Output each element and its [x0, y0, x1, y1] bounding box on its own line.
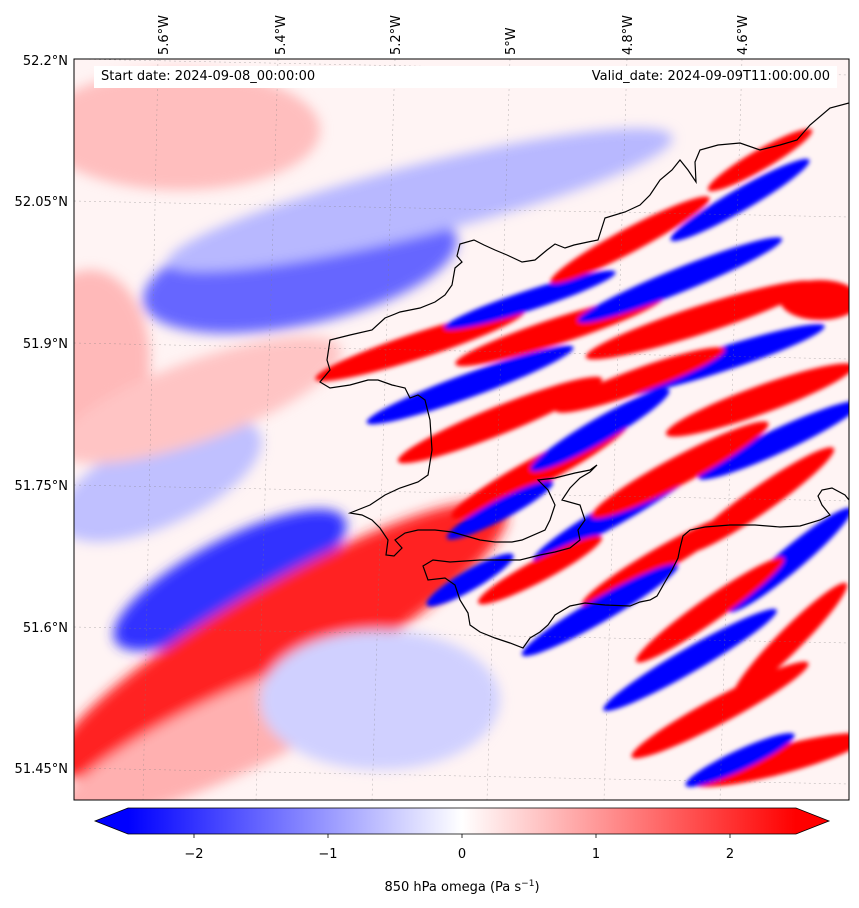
valid-date-text: Valid_date: 2024-09-09T11:00:00.00: [591, 69, 830, 84]
lat-tick-label: 52.2°N: [23, 54, 68, 69]
lat-tick-label: 51.45°N: [15, 762, 68, 777]
colorbar-tick-label: 1: [592, 847, 600, 862]
colorbar-extend-low: [95, 808, 128, 834]
colorbar-label: 850 hPa omega (Pa s−1): [384, 879, 539, 895]
start-date-annotation: Start date: 2024-09-08_00:00:00: [94, 66, 576, 88]
colorbar-tick-label: −2: [184, 847, 203, 862]
lon-tick-label: 5.4°W: [274, 15, 289, 55]
colorbar: −2 −1 0 1 2 850 hPa omega (Pa s−1): [93, 807, 831, 895]
colorbar-tick-label: −1: [318, 847, 337, 862]
lon-ticks: 5.6°W 5.4°W 5.2°W 5°W 4.8°W 4.6°W: [157, 15, 751, 55]
start-date-text: Start date: 2024-09-08_00:00:00: [101, 69, 316, 84]
map-frame: [73, 58, 850, 801]
colorbar-tick-label: 0: [458, 847, 466, 862]
colorbar-tick-label: 2: [726, 847, 734, 862]
lat-tick-label: 51.9°N: [23, 337, 68, 352]
omega-field: [74, 59, 849, 800]
lon-tick-label: 4.8°W: [621, 15, 636, 55]
colorbar-extend-high: [796, 808, 829, 834]
valid-date-annotation: Valid_date: 2024-09-09T11:00:00.00: [562, 66, 837, 88]
lon-tick-label: 4.6°W: [736, 15, 751, 55]
coastline: [319, 102, 849, 649]
lon-tick-label: 5.2°W: [389, 15, 404, 55]
lat-ticks: 52.2°N 52.05°N 51.9°N 51.75°N 51.6°N 51.…: [15, 54, 68, 777]
lon-tick-label: 5.6°W: [157, 15, 172, 55]
lat-tick-label: 52.05°N: [15, 195, 68, 210]
lat-tick-label: 51.6°N: [23, 621, 68, 636]
lon-tick-label: 5°W: [504, 27, 519, 55]
lat-tick-label: 51.75°N: [15, 479, 68, 494]
